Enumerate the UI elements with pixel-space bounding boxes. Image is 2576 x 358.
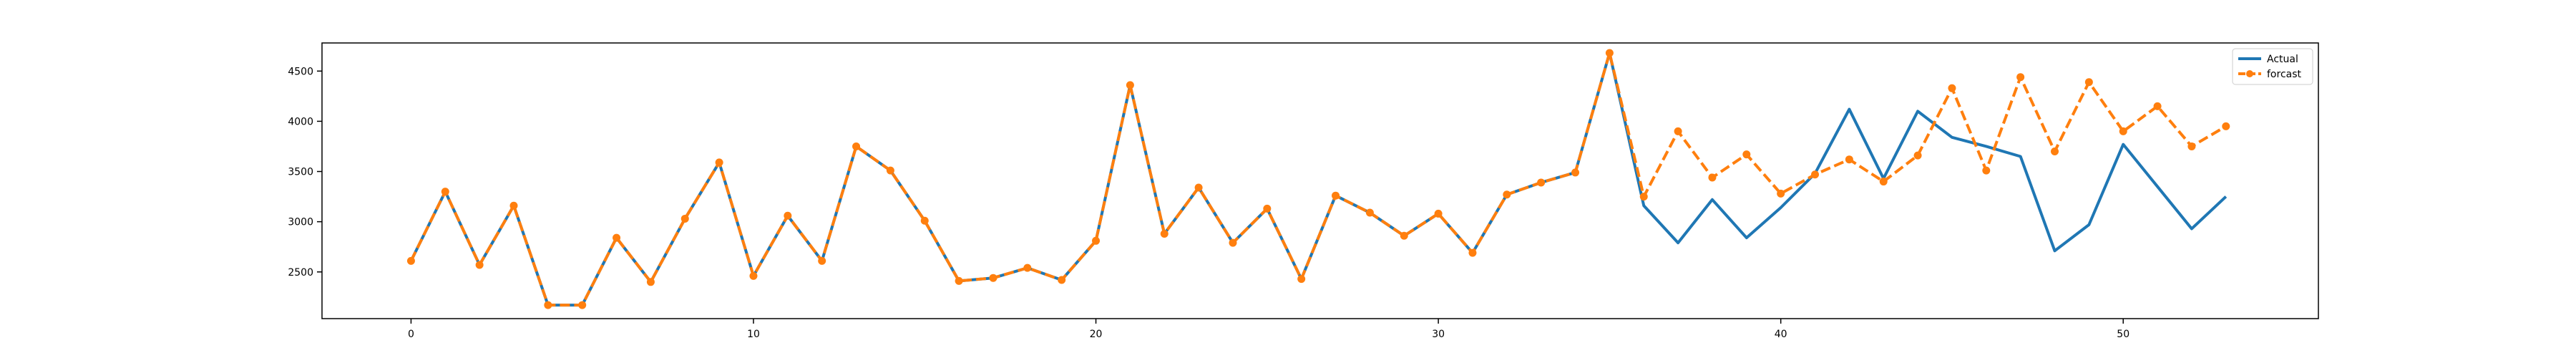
data-point — [1160, 229, 1169, 238]
data-point — [1365, 208, 1374, 217]
data-point — [2084, 78, 2093, 87]
data-point — [2051, 147, 2059, 155]
data-point — [1913, 151, 1922, 160]
x-tick-label: 10 — [747, 329, 760, 340]
data-point — [1811, 170, 1820, 179]
data-point — [749, 271, 758, 280]
data-point — [2016, 73, 2025, 82]
data-point — [2222, 122, 2230, 130]
x-tick-label: 50 — [2117, 329, 2129, 340]
data-point — [852, 142, 861, 150]
y-tick-label: 3000 — [288, 217, 313, 228]
data-point — [1503, 190, 1511, 199]
x-tick-label: 40 — [1775, 329, 1787, 340]
data-point — [1229, 238, 1237, 247]
series-line-forcast — [409, 52, 2227, 307]
data-point — [1674, 127, 1682, 135]
data-point — [989, 274, 997, 282]
data-point — [646, 278, 655, 286]
axes-frame — [321, 42, 2319, 319]
y-tick-label: 3500 — [288, 167, 313, 178]
data-point — [1571, 168, 1580, 177]
data-point — [2187, 142, 2196, 150]
data-point — [680, 214, 689, 223]
data-point — [1297, 275, 1306, 284]
data-point — [509, 201, 518, 210]
plot-background — [322, 43, 2318, 319]
data-point — [1263, 204, 1272, 213]
legend-label-actual: Actual — [2267, 54, 2298, 65]
data-point — [1982, 166, 1991, 175]
legend: Actual forcast — [2232, 48, 2313, 85]
x-tick-label: 20 — [1090, 329, 1103, 340]
legend-marker — [2246, 70, 2253, 77]
data-point — [1058, 276, 1066, 284]
data-point — [1845, 155, 1853, 164]
data-point — [920, 216, 929, 225]
data-point — [613, 233, 621, 242]
data-point — [715, 158, 723, 167]
plot-area — [322, 43, 2318, 319]
data-point — [406, 256, 415, 265]
data-point — [1879, 178, 1888, 186]
data-point — [1023, 263, 1032, 272]
data-point — [1639, 193, 1648, 201]
data-point — [441, 188, 449, 196]
data-point — [2153, 102, 2162, 110]
data-point — [1708, 173, 1717, 182]
y-tick-label: 4000 — [288, 116, 313, 127]
data-point — [1777, 189, 1785, 198]
series-layer — [406, 49, 2230, 309]
data-point — [1434, 209, 1443, 218]
data-point — [1400, 231, 1408, 240]
data-point — [1194, 183, 1203, 192]
x-tick-label: 0 — [408, 329, 414, 340]
data-point — [1742, 150, 1751, 159]
data-point — [955, 276, 963, 285]
data-point — [1605, 49, 1614, 57]
axes-border — [321, 42, 2319, 319]
data-point — [784, 211, 792, 220]
data-point — [818, 256, 826, 265]
data-point — [1948, 84, 1956, 92]
data-point — [886, 166, 894, 175]
y-tick-label: 4500 — [288, 66, 313, 77]
data-point — [1332, 191, 1340, 200]
data-point — [1092, 236, 1101, 245]
x-tick-label: 30 — [1432, 329, 1445, 340]
legend-label-forcast: forcast — [2267, 69, 2302, 80]
data-point — [1468, 248, 1477, 257]
data-point — [1537, 178, 1546, 187]
data-point — [2119, 127, 2127, 135]
data-point — [544, 301, 552, 309]
y-tick-label: 2500 — [288, 267, 313, 279]
ticks-layer: 0 10 20 30 40 50 2500 3000 3500 4000 4500 — [288, 66, 2129, 340]
data-point — [475, 261, 484, 269]
data-point — [1126, 81, 1134, 90]
data-point — [578, 301, 587, 309]
series-forcast — [406, 49, 2230, 309]
